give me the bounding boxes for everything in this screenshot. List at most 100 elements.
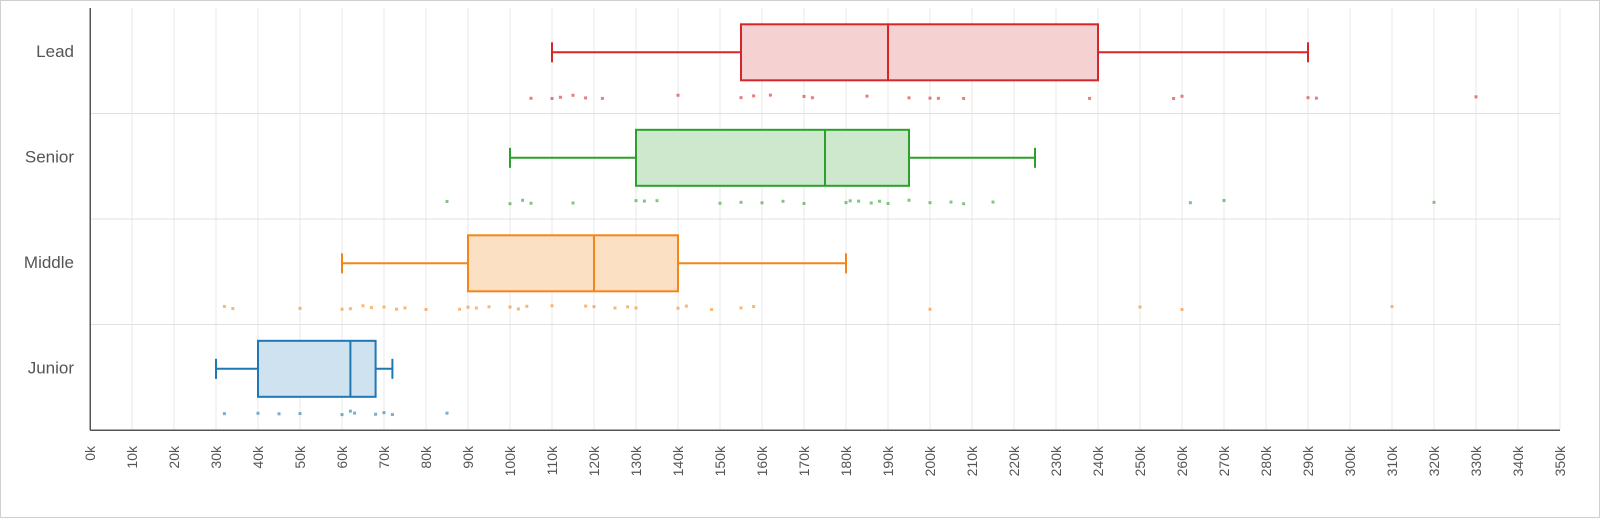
y-tick-label: Middle: [24, 253, 74, 272]
outlier-point: [710, 308, 713, 311]
outlier-point: [677, 94, 680, 97]
iqr-box: [468, 235, 678, 291]
x-tick-label: 210k: [964, 445, 980, 476]
outlier-point: [845, 201, 848, 204]
outlier-point: [593, 305, 596, 308]
x-tick-label: 20k: [166, 445, 182, 469]
outlier-point: [1088, 97, 1091, 100]
outlier-point: [1189, 201, 1192, 204]
x-tick-label: 300k: [1342, 445, 1358, 476]
x-tick-label: 70k: [376, 445, 392, 469]
outlier-point: [1172, 97, 1175, 100]
outlier-point: [1315, 97, 1318, 100]
outlier-point: [257, 412, 260, 415]
x-tick-label: 340k: [1510, 445, 1526, 476]
outlier-point: [488, 305, 491, 308]
x-tick-label: 150k: [712, 445, 728, 476]
outlier-point: [404, 306, 407, 309]
x-tick-label: 40k: [250, 445, 266, 469]
outlier-point: [362, 304, 365, 307]
x-tick-label: 160k: [754, 445, 770, 476]
outlier-point: [349, 307, 352, 310]
x-tick-label: 80k: [418, 445, 434, 469]
outlier-point: [740, 96, 743, 99]
outlier-point: [677, 307, 680, 310]
outlier-point: [446, 412, 449, 415]
outlier-point: [299, 412, 302, 415]
x-tick-label: 0k: [82, 445, 98, 461]
outlier-point: [341, 413, 344, 416]
outlier-point: [475, 307, 478, 310]
x-tick-label: 330k: [1468, 445, 1484, 476]
outlier-point: [231, 307, 234, 310]
outlier-point: [962, 97, 965, 100]
outlier-point: [353, 412, 356, 415]
x-tick-label: 90k: [460, 445, 476, 469]
outlier-point: [769, 94, 772, 97]
iqr-box: [741, 24, 1098, 80]
y-tick-label: Junior: [28, 358, 75, 377]
x-tick-label: 270k: [1216, 445, 1232, 476]
y-tick-labels: Lead Senior Middle Junior: [24, 42, 74, 378]
outlier-point: [299, 307, 302, 310]
outlier-point: [929, 97, 932, 100]
outlier-point: [374, 413, 377, 416]
outlier-point: [601, 97, 604, 100]
x-tick-label: 240k: [1090, 445, 1106, 476]
outlier-point: [635, 306, 638, 309]
outlier-point: [1307, 96, 1310, 99]
chart-svg: 0k10k20k30k40k50k60k70k80k90k100k110k120…: [0, 0, 1600, 518]
outlier-point: [857, 200, 860, 203]
outlier-point: [643, 200, 646, 203]
outlier-point: [811, 96, 814, 99]
outlier-point: [849, 199, 852, 202]
outlier-point: [584, 96, 587, 99]
x-tick-label: 230k: [1048, 445, 1064, 476]
outlier-point: [950, 201, 953, 204]
outlier-point: [782, 200, 785, 203]
x-tick-label: 120k: [586, 445, 602, 476]
outlier-point: [349, 410, 352, 413]
outlier-point: [572, 202, 575, 205]
outlier-point: [525, 305, 528, 308]
x-tick-label: 100k: [502, 445, 518, 476]
outlier-point: [584, 305, 587, 308]
x-tick-label: 200k: [922, 445, 938, 476]
y-tick-label: Senior: [25, 147, 74, 166]
outlier-point: [870, 201, 873, 204]
y-tick-label: Lead: [36, 42, 74, 61]
outlier-point: [752, 305, 755, 308]
boxplot-chart: 0k10k20k30k40k50k60k70k80k90k100k110k120…: [0, 0, 1600, 518]
outlier-point: [992, 201, 995, 204]
outlier-point: [551, 97, 554, 100]
outlier-point: [425, 308, 428, 311]
outlier-point: [1475, 95, 1478, 98]
x-tick-label: 110k: [544, 445, 560, 475]
outlier-point: [278, 412, 281, 415]
outlier-point: [719, 202, 722, 205]
outlier-point: [1223, 199, 1226, 202]
outlier-point: [467, 306, 470, 309]
outlier-point: [626, 305, 629, 308]
outlier-point: [887, 202, 890, 205]
outlier-point: [803, 202, 806, 205]
outlier-point: [509, 202, 512, 205]
outlier-point: [656, 199, 659, 202]
x-tick-label: 250k: [1132, 445, 1148, 476]
outlier-point: [517, 307, 520, 310]
outlier-point: [551, 304, 554, 307]
x-tick-label: 260k: [1174, 445, 1190, 476]
outlier-point: [559, 96, 562, 99]
outlier-point: [962, 202, 965, 205]
outlier-point: [1391, 305, 1394, 308]
x-tick-label: 280k: [1258, 445, 1274, 476]
outlier-point: [572, 94, 575, 97]
outlier-point: [521, 199, 524, 202]
x-tick-label: 130k: [628, 445, 644, 476]
x-tick-label: 170k: [796, 445, 812, 476]
x-tick-label: 220k: [1006, 445, 1022, 476]
x-tick-label: 50k: [292, 445, 308, 469]
outlier-point: [740, 201, 743, 204]
outlier-point: [370, 306, 373, 309]
x-tick-label: 310k: [1384, 445, 1400, 476]
